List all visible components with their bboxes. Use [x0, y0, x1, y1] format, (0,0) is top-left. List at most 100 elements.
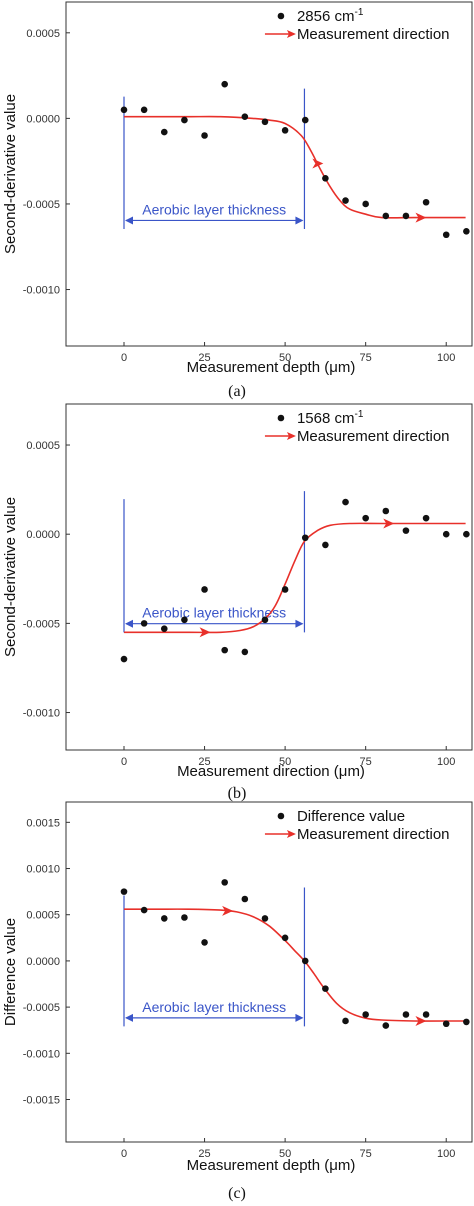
- data-point: [261, 915, 269, 922]
- data-point: [382, 1022, 390, 1029]
- data-point: [342, 1017, 349, 1025]
- chart-panel-c: 0.0015 0.0010 0.0005 0.0000 -0.0005 -0.0010 -0…: [2, 801, 473, 1202]
- data-point: [201, 586, 208, 593]
- data-point: [442, 231, 450, 239]
- x-axis-label: Measurement depth (μm): [187, 1157, 356, 1174]
- data-point: [463, 228, 470, 235]
- x-tick-label: 50: [279, 756, 291, 768]
- y-axis-label: Second-derivative value: [2, 94, 19, 254]
- legend-label-direction: Measurement direction: [297, 26, 450, 43]
- legend-label-direction: Measurement direction: [297, 428, 450, 445]
- y-tick-label: -0.0010: [23, 708, 60, 720]
- data-point: [301, 957, 309, 965]
- legend-label-points: Difference value: [297, 808, 405, 825]
- data-point: [120, 888, 128, 895]
- data-point: [241, 648, 249, 656]
- aerobic-annotation-label: Aerobic layer thickness: [142, 999, 286, 1015]
- y-axis-label: Second-derivative value: [2, 497, 19, 657]
- data-point: [422, 198, 430, 206]
- aerobic-arrowhead-right: [295, 1013, 304, 1022]
- data-point: [181, 914, 188, 921]
- x-tick-label: 75: [360, 1148, 372, 1160]
- direction-arrowhead: [415, 1015, 427, 1026]
- y-tick-label: 0.0015: [26, 817, 60, 829]
- y-tick-label: -0.0015: [23, 1095, 60, 1107]
- x-tick-label: 0: [121, 352, 127, 364]
- y-tick-label: 0.0005: [26, 28, 60, 40]
- chart-panel-b: 0.0005 0.0000 -0.0005 -0.0010 0 25 50 75 100 Meas…: [2, 403, 473, 802]
- plot-frame: [65, 1, 473, 347]
- data-point: [160, 915, 168, 922]
- chart-panel-a: 0.0005 0.0000 -0.0005 -0.0010 0 25 50 75 100 Meas…: [2, 1, 473, 400]
- legend-arrow-icon: [286, 830, 296, 838]
- data-point: [442, 1020, 450, 1028]
- y-tick-label: -0.0010: [23, 285, 60, 297]
- data-point: [402, 212, 410, 220]
- data-point: [442, 530, 450, 538]
- aerobic-arrowhead-right: [295, 619, 304, 628]
- data-point: [201, 132, 208, 139]
- data-point: [342, 197, 349, 204]
- panel-label: (c): [228, 1185, 246, 1202]
- y-tick-label: 0.0005: [26, 910, 60, 922]
- direction-arrowhead: [415, 212, 427, 223]
- y-tick-label: -0.0005: [23, 1002, 60, 1014]
- x-tick-label: 25: [198, 352, 210, 364]
- x-tick-label: 0: [121, 756, 127, 768]
- data-point: [362, 200, 369, 208]
- data-point: [422, 514, 430, 522]
- direction-arrowhead: [312, 158, 324, 169]
- plot-frame: [65, 801, 473, 1143]
- x-tick-label: 75: [360, 756, 372, 768]
- legend-label-text: 2856 cm: [297, 8, 355, 25]
- data-point: [140, 906, 148, 914]
- x-tick-label: 25: [198, 756, 210, 768]
- data-point: [241, 113, 249, 120]
- data-point: [281, 127, 289, 134]
- data-point: [322, 541, 329, 549]
- legend-arrow-icon: [286, 30, 296, 38]
- legend-label-superscript: -1: [354, 409, 363, 420]
- data-point: [181, 616, 188, 624]
- data-point: [140, 106, 148, 114]
- x-tick-label: 100: [437, 352, 455, 364]
- data-point: [382, 212, 390, 220]
- y-tick-label: 0.0005: [26, 440, 60, 452]
- data-point: [201, 939, 208, 946]
- data-point: [382, 507, 390, 515]
- data-point: [463, 1018, 470, 1026]
- data-point: [160, 625, 168, 633]
- x-tick-label: 75: [360, 352, 372, 364]
- x-tick-label: 50: [279, 352, 291, 364]
- x-tick-label: 100: [437, 1148, 455, 1160]
- y-tick-label: 0.0000: [26, 956, 60, 968]
- data-point: [261, 118, 269, 126]
- data-point: [322, 174, 329, 182]
- data-point: [281, 934, 289, 942]
- direction-arrowhead: [199, 627, 211, 638]
- fit-curve: [123, 522, 466, 634]
- legend-label-superscript: -1: [354, 7, 363, 18]
- data-point: [241, 895, 249, 903]
- x-axis-label: Measurement depth (μm): [187, 359, 356, 376]
- data-point: [140, 620, 148, 627]
- aerobic-annotation-label: Aerobic layer thickness: [142, 201, 286, 217]
- x-tick-label: 25: [198, 1148, 210, 1160]
- legend-label-direction: Measurement direction: [297, 826, 450, 843]
- aerobic-arrowhead-left: [125, 1013, 133, 1022]
- legend-marker-point: [277, 12, 285, 20]
- legend-marker-point: [277, 414, 285, 422]
- y-tick-label: -0.0010: [23, 1048, 60, 1060]
- direction-arrowhead: [222, 905, 234, 916]
- legend-label-points: 2856 cm-1: [297, 7, 364, 25]
- y-tick-label: -0.0005: [23, 199, 60, 211]
- aerobic-arrowhead-left: [125, 619, 133, 628]
- x-tick-label: 0: [121, 1148, 127, 1160]
- data-point: [402, 1011, 410, 1018]
- aerobic-arrowhead-right: [295, 216, 304, 225]
- aerobic-arrowhead-left: [125, 216, 133, 225]
- data-point: [362, 514, 369, 522]
